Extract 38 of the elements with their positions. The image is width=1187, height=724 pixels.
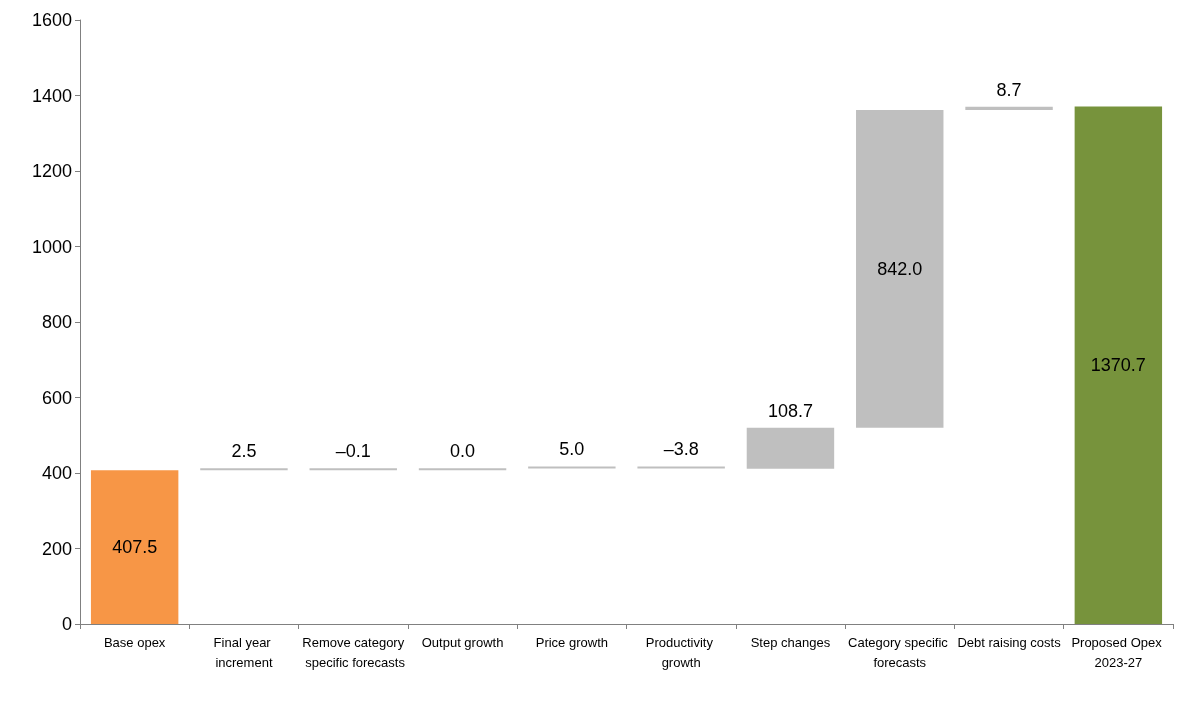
y-tick-label: 600: [41, 387, 72, 408]
x-tick-label: Productivity growth: [645, 634, 717, 670]
x-tick-label: Price growth: [535, 634, 608, 650]
x-tick-label: Remove category specific forecasts: [301, 634, 406, 670]
data-label: 1370.7: [1090, 355, 1146, 376]
data-label: 407.5: [112, 537, 158, 558]
bar: [200, 468, 288, 471]
data-label: 8.7: [996, 79, 1022, 100]
y-tick-label: 1000: [31, 236, 72, 257]
x-tick-label: Output growth: [421, 634, 504, 650]
bar: [746, 427, 835, 469]
y-tick-label: 400: [41, 463, 72, 483]
x-tick-label: Step changes: [750, 634, 831, 650]
data-label: 2.5: [231, 441, 257, 462]
y-tick-label: 1400: [31, 85, 72, 106]
data-label: 842.0: [877, 258, 923, 279]
data-label: –0.1: [335, 441, 371, 462]
bar: [90, 470, 179, 624]
bar: [637, 466, 725, 469]
bar: [965, 106, 1053, 110]
y-tick-label: 1200: [31, 161, 72, 181]
bar: [528, 466, 616, 469]
y-tick-label: 1600: [31, 10, 72, 30]
y-tick-label: 0: [61, 614, 72, 634]
bar: [1074, 106, 1163, 624]
data-label: 108.7: [767, 400, 813, 421]
x-tick-label: Base opex: [103, 634, 166, 650]
bar: [309, 468, 397, 471]
x-tick-label: Final year increment: [213, 634, 275, 670]
x-tick-label: Proposed Opex 2023-27: [1071, 634, 1166, 670]
data-label: 5.0: [559, 439, 585, 460]
y-tick-label: 800: [41, 312, 72, 332]
data-label: 0.0: [450, 441, 476, 462]
data-label: –3.8: [663, 439, 699, 460]
bar: [856, 109, 944, 428]
x-tick-label: Debt raising costs: [957, 634, 1062, 650]
y-tick-label: 200: [41, 538, 72, 559]
x-tick-label: Category specific forecasts: [848, 634, 952, 670]
